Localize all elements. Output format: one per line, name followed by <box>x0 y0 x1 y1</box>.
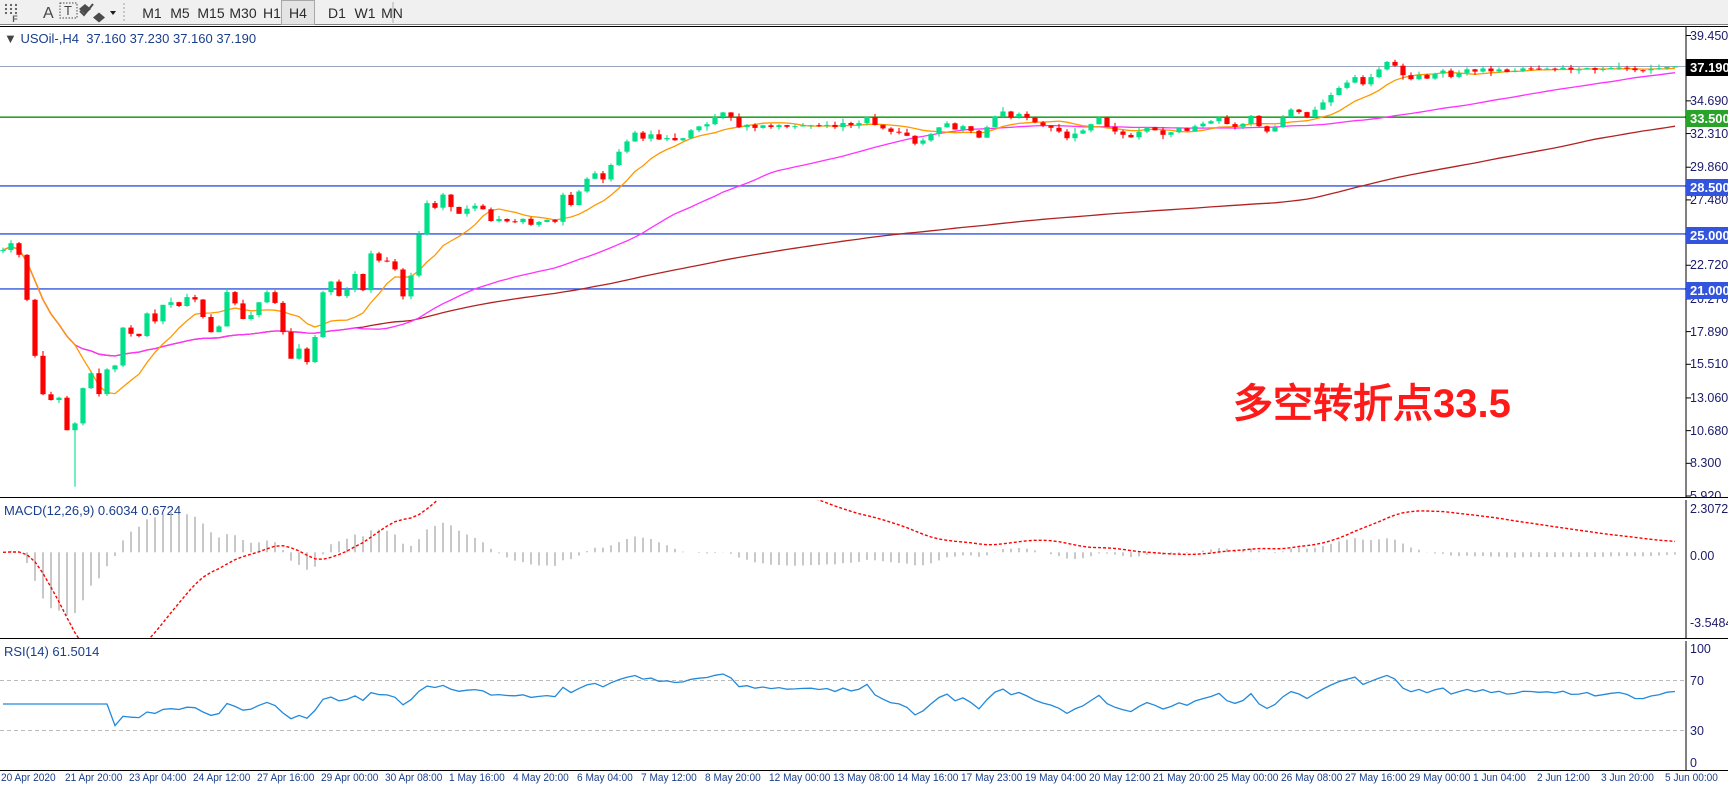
svg-text:T: T <box>64 3 72 18</box>
svg-text:A: A <box>43 5 54 22</box>
svg-text:F: F <box>12 14 18 24</box>
